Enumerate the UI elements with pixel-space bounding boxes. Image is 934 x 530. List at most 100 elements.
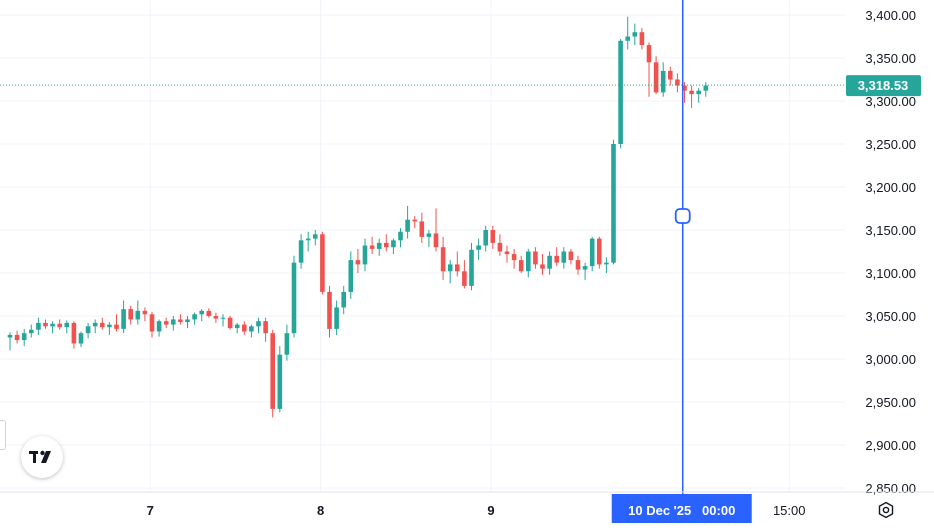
candle-body bbox=[455, 264, 460, 272]
candle bbox=[476, 238, 481, 261]
candle-body bbox=[178, 319, 183, 323]
y-tick-label: 3,050.00 bbox=[865, 309, 916, 324]
candle bbox=[575, 255, 581, 275]
candle bbox=[547, 251, 552, 275]
candle bbox=[171, 316, 176, 331]
candle bbox=[668, 66, 673, 86]
candle-body bbox=[7, 334, 13, 338]
candle bbox=[639, 27, 645, 50]
y-tick-label: 3,350.00 bbox=[865, 51, 916, 66]
candle bbox=[384, 234, 389, 252]
candle-body bbox=[171, 319, 176, 325]
candle-body bbox=[547, 255, 552, 269]
candle-body bbox=[384, 242, 389, 248]
crosshair-time-label: 10 Dec '25 00:00 bbox=[628, 503, 735, 518]
candle-body bbox=[355, 260, 361, 265]
candle bbox=[554, 247, 559, 267]
candle-body bbox=[618, 40, 623, 144]
candle-body bbox=[14, 334, 20, 341]
candle-body bbox=[192, 314, 197, 320]
overlays bbox=[0, 0, 845, 494]
candle-body bbox=[327, 291, 332, 329]
candle-body bbox=[398, 231, 403, 241]
candle bbox=[625, 16, 630, 50]
candle bbox=[376, 238, 382, 256]
crosshair-drag-handle[interactable] bbox=[674, 208, 691, 224]
candle bbox=[653, 56, 659, 95]
candle-body bbox=[121, 309, 126, 329]
candle-body bbox=[639, 32, 645, 46]
tradingview-logo-icon[interactable] bbox=[21, 436, 63, 478]
candle bbox=[313, 230, 318, 246]
candle-body bbox=[526, 251, 531, 272]
candle-body bbox=[490, 230, 496, 243]
candle bbox=[646, 42, 652, 97]
candle bbox=[85, 322, 91, 339]
candle bbox=[185, 316, 190, 329]
candle-body bbox=[653, 62, 659, 93]
candle-body bbox=[597, 238, 602, 265]
candle-body bbox=[107, 324, 112, 328]
candle-body bbox=[540, 264, 545, 269]
candle bbox=[121, 300, 126, 334]
candle bbox=[561, 247, 567, 269]
candle bbox=[703, 82, 709, 97]
candle bbox=[483, 225, 488, 252]
grid-lines bbox=[0, 0, 845, 492]
x-tick-label: 9 bbox=[487, 503, 494, 518]
candle bbox=[618, 39, 623, 149]
candle bbox=[348, 251, 354, 299]
candle bbox=[107, 322, 112, 335]
candle-body bbox=[21, 333, 27, 341]
candle bbox=[199, 309, 204, 322]
y-tick-label: 2,850.00 bbox=[865, 481, 916, 496]
candle bbox=[675, 73, 680, 93]
current-price-badge: 3,318.53 bbox=[846, 75, 921, 97]
candle-body bbox=[305, 238, 311, 241]
gear-icon[interactable] bbox=[876, 500, 896, 520]
candle bbox=[284, 324, 290, 361]
candle bbox=[533, 247, 538, 269]
candle bbox=[64, 320, 70, 334]
candle bbox=[597, 236, 602, 269]
candle bbox=[242, 321, 247, 335]
candle bbox=[334, 300, 339, 335]
candle-body bbox=[362, 245, 368, 265]
candle-body bbox=[199, 310, 204, 315]
candle bbox=[100, 317, 105, 330]
candle-body bbox=[611, 144, 616, 263]
y-tick-label: 2,900.00 bbox=[865, 438, 916, 453]
candle bbox=[270, 329, 275, 418]
candle-body bbox=[29, 329, 34, 334]
candle bbox=[526, 248, 531, 278]
candle-body bbox=[334, 307, 339, 329]
candle-body bbox=[206, 310, 212, 316]
candle-body bbox=[518, 260, 524, 272]
candle bbox=[78, 331, 84, 347]
candle-body bbox=[426, 233, 432, 237]
candle bbox=[426, 230, 432, 248]
axes: 2,850.00 2,900.00 2,950.00 3,000.00 3,050.00… bbox=[0, 8, 934, 523]
candle bbox=[36, 317, 41, 335]
candle bbox=[277, 346, 283, 413]
candle-body bbox=[78, 333, 84, 344]
candle bbox=[391, 238, 396, 255]
candle bbox=[213, 312, 219, 323]
candle bbox=[327, 285, 332, 338]
left-scroll-handle[interactable] bbox=[0, 420, 6, 450]
candle-body bbox=[419, 221, 425, 237]
current-price-label: 3,318.53 bbox=[858, 78, 909, 93]
candle bbox=[256, 317, 261, 334]
candle-body bbox=[511, 254, 517, 261]
candle bbox=[369, 236, 375, 255]
candle-body bbox=[447, 264, 453, 272]
candle bbox=[178, 314, 183, 325]
x-tick-label: 15:00 bbox=[773, 503, 806, 518]
candle-body bbox=[405, 219, 410, 232]
candle-body bbox=[256, 321, 261, 327]
candle-body bbox=[703, 85, 709, 91]
candle-body bbox=[298, 240, 304, 263]
candle bbox=[206, 308, 212, 318]
